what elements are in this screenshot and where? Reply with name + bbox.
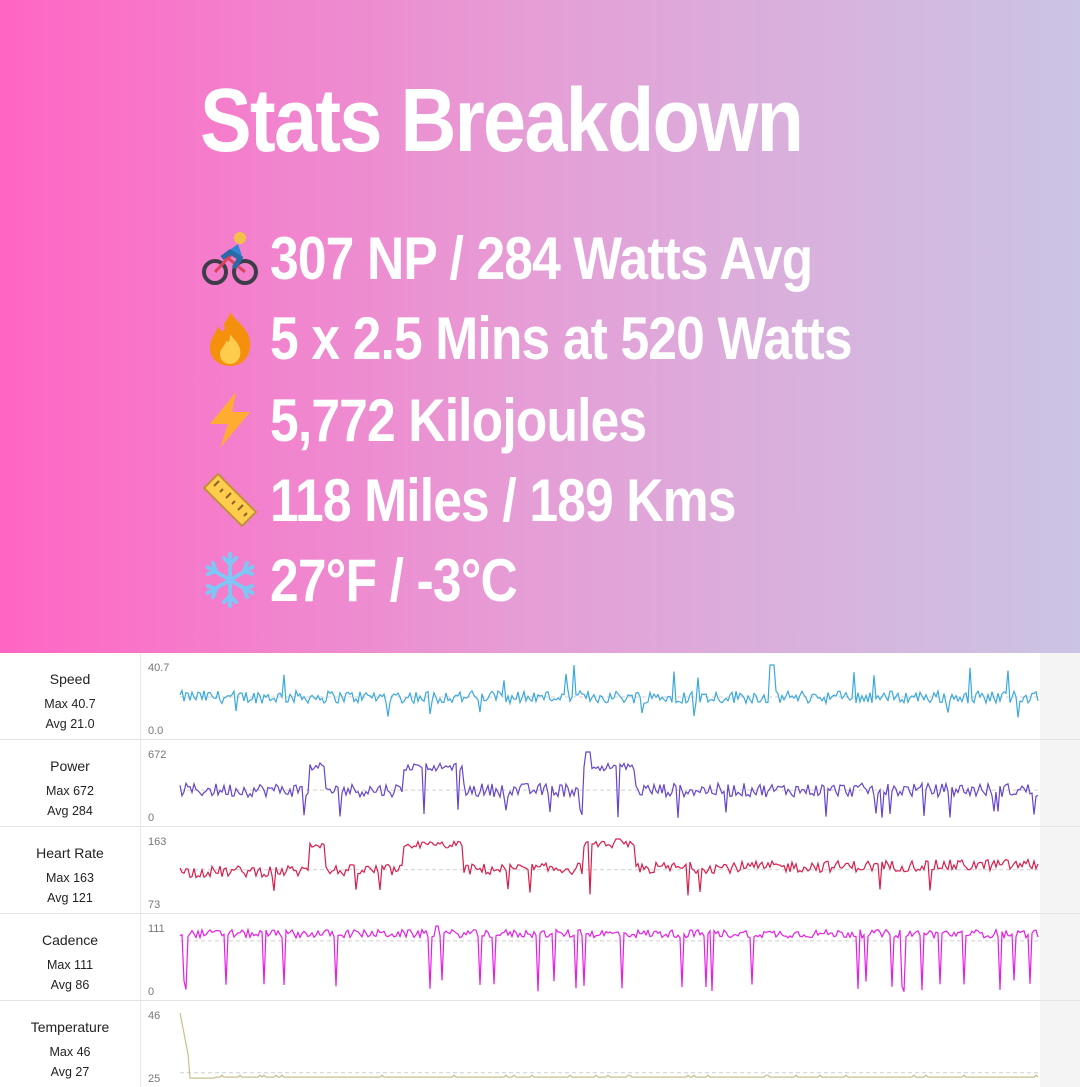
divider: [140, 740, 141, 826]
metric-name: Speed: [49, 671, 91, 687]
scroll-gutter: [1040, 914, 1080, 1000]
metric-max: Max 111: [46, 958, 94, 972]
y-min-tick: 25: [148, 1073, 160, 1085]
metric-name: Power: [50, 758, 90, 774]
metric-name: Heart Rate: [36, 845, 104, 861]
y-min-tick: 0: [148, 986, 154, 998]
metric-max: Max 40.7: [44, 697, 96, 711]
divider: [140, 1001, 141, 1087]
metric-name: Cadence: [41, 932, 99, 948]
heart-rate-series-line: [179, 838, 1039, 896]
row-label: Speed Max 40.7 Avg 21.0: [0, 653, 140, 739]
row-label: Cadence Max 111 Avg 86: [0, 914, 140, 1000]
stat-text: 307 NP / 284 Watts Avg: [270, 224, 813, 292]
y-max-tick: 46: [148, 1010, 160, 1022]
y-max-tick: 111: [148, 923, 165, 935]
stat-distance: 118 Miles / 189 Kms: [200, 462, 811, 538]
temperature-series-line: [179, 1012, 1039, 1079]
cadence-series-line: [179, 925, 1039, 992]
scroll-gutter: [1040, 1001, 1080, 1087]
divider: [140, 914, 141, 1000]
metric-avg: Avg 86: [50, 978, 90, 992]
row-label: Heart Rate Max 163 Avg 121: [0, 827, 140, 913]
scroll-gutter: [1040, 740, 1080, 826]
chart-row-power: Power Max 672 Avg 284 672 0: [0, 740, 1080, 827]
cadence-chart[interactable]: 111 0: [142, 914, 1040, 1000]
y-min-tick: 73: [148, 899, 160, 911]
power-series-line: [179, 751, 1039, 818]
speed-series-line: [179, 664, 1039, 718]
metric-avg: Avg 121: [47, 891, 93, 905]
metric-avg: Avg 21.0: [45, 717, 95, 731]
metric-avg: Avg 27: [50, 1065, 90, 1079]
metric-max: Max 163: [46, 871, 94, 885]
temperature-chart[interactable]: 46 25: [142, 1001, 1040, 1087]
y-max-tick: 672: [148, 749, 166, 761]
stat-intervals: 5 x 2.5 Mins at 520 Watts: [200, 300, 946, 376]
stat-text: 118 Miles / 189 Kms: [270, 466, 736, 534]
y-max-tick: 163: [148, 836, 166, 848]
row-label: Power Max 672 Avg 284: [0, 740, 140, 826]
chart-row-heart-rate: Heart Rate Max 163 Avg 121 163 73: [0, 827, 1080, 914]
chart-row-temperature: Temperature Max 46 Avg 27 46 25: [0, 1001, 1080, 1087]
speed-chart[interactable]: 40.7 0.0: [142, 653, 1040, 739]
y-max-tick: 40.7: [148, 662, 169, 674]
lightning-icon: [210, 392, 250, 448]
y-min-tick: 0: [148, 812, 154, 824]
metric-name: Temperature: [30, 1019, 110, 1035]
metric-avg: Avg 284: [47, 804, 93, 818]
scroll-gutter: [1040, 653, 1080, 739]
scroll-gutter: [1040, 827, 1080, 913]
cyclist-icon: [202, 232, 258, 285]
power-chart[interactable]: 672 0: [142, 740, 1040, 826]
stat-text: 27°F / -3°C: [270, 546, 518, 614]
divider: [140, 827, 141, 913]
divider: [140, 653, 141, 739]
heart-rate-chart[interactable]: 163 73: [142, 827, 1040, 913]
stat-energy: 5,772 Kilojoules: [200, 382, 708, 458]
page-title: Stats Breakdown: [200, 71, 804, 171]
metric-max: Max 46: [49, 1045, 91, 1059]
stat-power: 307 NP / 284 Watts Avg: [200, 220, 901, 296]
chart-row-speed: Speed Max 40.7 Avg 21.0 40.7 0.0: [0, 653, 1080, 740]
y-min-tick: 0.0: [148, 725, 163, 737]
hero-banner: Stats Breakdown 307 NP / 284 Watts Avg 5…: [0, 0, 1080, 653]
stat-temperature: 27°F / -3°C: [200, 542, 557, 618]
stat-text: 5,772 Kilojoules: [270, 386, 647, 454]
activity-charts-panel: Speed Max 40.7 Avg 21.0 40.7 0.0 Power M…: [0, 653, 1080, 1087]
fire-icon: [210, 312, 251, 366]
snowflake-icon: [205, 552, 255, 608]
ruler-icon: [202, 472, 258, 528]
row-label: Temperature Max 46 Avg 27: [0, 1001, 140, 1087]
stat-text: 5 x 2.5 Mins at 520 Watts: [270, 304, 853, 372]
metric-max: Max 672: [46, 784, 94, 798]
chart-row-cadence: Cadence Max 111 Avg 86 111 0: [0, 914, 1080, 1001]
